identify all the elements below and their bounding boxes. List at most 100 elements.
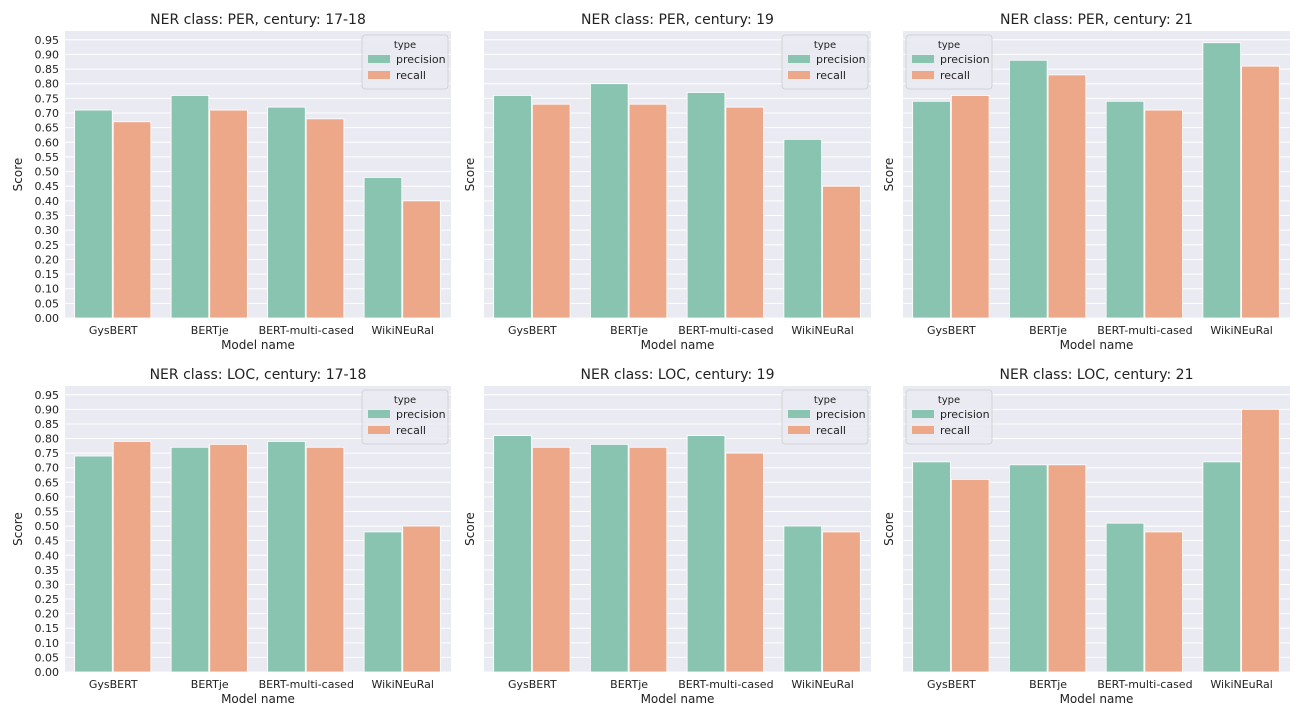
bar-recall — [725, 452, 764, 673]
chart-panel-4: 0.00 0.050.10 0.150.20 0.25 0.300.35 0.400.45… — [11, 367, 451, 706]
y-tick-label: 0.95 — [35, 34, 60, 47]
legend-swatch-recall — [788, 426, 810, 434]
x-tick-label: GysBERT — [927, 678, 976, 691]
y-tick-label: 0.50 — [35, 520, 60, 533]
y-tick-label: 0.05 — [35, 297, 60, 310]
chart-panel-2: GysBERT BERTje BERT-multi-cased WikiNEuRal N… — [463, 12, 871, 352]
legend: type precision recall — [361, 34, 449, 90]
legend-label-precision: precision — [816, 408, 866, 421]
bar-precision — [912, 461, 951, 673]
x-tick-label: GysBERT — [89, 324, 138, 337]
legend-swatch-recall — [912, 71, 934, 79]
chart-title: NER class: PER, century: 19 — [581, 12, 774, 28]
bar-precision — [686, 92, 726, 319]
legend-swatch-recall — [368, 71, 390, 79]
bar-recall — [628, 446, 668, 673]
bar-recall — [305, 118, 345, 319]
x-axis-label: Model name — [641, 692, 715, 706]
legend-title: type — [938, 40, 960, 51]
y-tick-label: 0.10 — [35, 637, 60, 650]
x-tick-label: BERT-multi-cased — [678, 324, 773, 337]
bar-precision — [74, 109, 113, 319]
x-axis-label: Model name — [1060, 338, 1134, 352]
y-tick-label: 0.15 — [35, 268, 60, 281]
bar-recall — [1144, 531, 1183, 673]
y-tick-label: 0.70 — [35, 462, 60, 475]
legend-label-recall: recall — [816, 69, 846, 82]
legend-label-precision: precision — [940, 53, 990, 66]
bar-recall — [402, 525, 441, 673]
legend-swatch-precision — [912, 55, 934, 63]
x-tick-label: WikiNEuRal — [791, 678, 853, 691]
y-tick-label: 0.20 — [35, 608, 60, 621]
chart-title: NER class: PER, century: 17-18 — [150, 12, 366, 28]
y-tick-label: 0.65 — [35, 476, 60, 489]
chart-title: NER class: LOC, century: 21 — [1000, 367, 1194, 383]
bar-precision — [783, 138, 823, 319]
chart-title: NER class: LOC, century: 19 — [581, 367, 775, 383]
chart-panel-1: 0.00 0.050.10 0.15 0.200.25 0.300.35 0.40 0.45… — [11, 12, 451, 352]
legend-swatch-precision — [912, 410, 934, 418]
bar-recall — [950, 478, 990, 673]
x-tick-label: BERTje — [191, 678, 229, 691]
bar-recall — [305, 446, 345, 673]
chart-panel-3: GysBERT BERTje BERT-multi-cased WikiNEuRal N… — [882, 12, 1290, 352]
x-tick-label: GysBERT — [927, 324, 976, 337]
legend-title: type — [814, 395, 836, 406]
bar-precision — [590, 443, 629, 673]
y-tick-label: 0.90 — [35, 48, 60, 61]
legend-label-precision: precision — [940, 408, 990, 421]
y-tick-label: 0.60 — [35, 491, 60, 504]
bar-precision — [363, 177, 403, 319]
y-tick-label: 0.35 — [35, 210, 60, 223]
y-tick-label: 0.40 — [35, 549, 60, 562]
legend-title: type — [814, 40, 836, 51]
y-tick-label: 0.85 — [35, 418, 60, 431]
bar-precision — [74, 455, 113, 673]
x-axis-label: Model name — [221, 338, 295, 352]
y-tick-label: 0.05 — [35, 651, 60, 664]
legend: type precision recall — [781, 34, 869, 90]
y-tick-label: 0.55 — [35, 505, 60, 518]
chart-title: NER class: PER, century: 21 — [1000, 12, 1193, 28]
y-axis-label: Score — [882, 158, 896, 192]
y-tick-label: 0.00 — [35, 666, 60, 679]
y-axis-label: Score — [463, 158, 477, 192]
bar-recall — [950, 95, 990, 319]
legend-title: type — [938, 395, 960, 406]
legend-title: type — [394, 40, 416, 51]
x-tick-label: GysBERT — [508, 678, 557, 691]
y-tick-label: 0.95 — [35, 389, 60, 402]
bar-recall — [531, 446, 571, 673]
legend: type precision recall — [905, 34, 993, 90]
legend: type precision recall — [781, 389, 869, 445]
bar-recall — [531, 103, 571, 319]
y-tick-label: 0.45 — [35, 535, 60, 548]
y-tick-label: 0.00 — [35, 312, 60, 325]
bar-precision — [1009, 464, 1048, 673]
legend-label-precision: precision — [396, 53, 446, 66]
bar-precision — [493, 95, 532, 319]
bar-precision — [170, 446, 210, 673]
x-tick-label: BERTje — [610, 324, 648, 337]
y-tick-label: 0.75 — [35, 447, 60, 460]
x-tick-label: BERTje — [191, 324, 229, 337]
x-tick-label: GysBERT — [89, 678, 138, 691]
y-tick-label: 0.80 — [35, 433, 60, 446]
legend-label-precision: precision — [816, 53, 866, 66]
x-tick-label: BERTje — [1029, 678, 1067, 691]
x-tick-label: WikiNEuRal — [791, 324, 853, 337]
bar-precision — [1202, 461, 1242, 673]
legend-swatch-precision — [368, 55, 390, 63]
x-tick-label: BERT-multi-cased — [259, 678, 354, 691]
bar-precision — [783, 525, 823, 673]
x-tick-label: BERT-multi-cased — [1097, 324, 1192, 337]
bar-precision — [590, 83, 629, 319]
x-axis-label: Model name — [641, 338, 715, 352]
x-tick-label: GysBERT — [508, 324, 557, 337]
bar-precision — [1105, 522, 1145, 673]
x-tick-label: BERTje — [610, 678, 648, 691]
bar-precision — [267, 106, 306, 319]
x-tick-label: BERT-multi-cased — [1097, 678, 1192, 691]
y-tick-label: 0.55 — [35, 151, 60, 164]
